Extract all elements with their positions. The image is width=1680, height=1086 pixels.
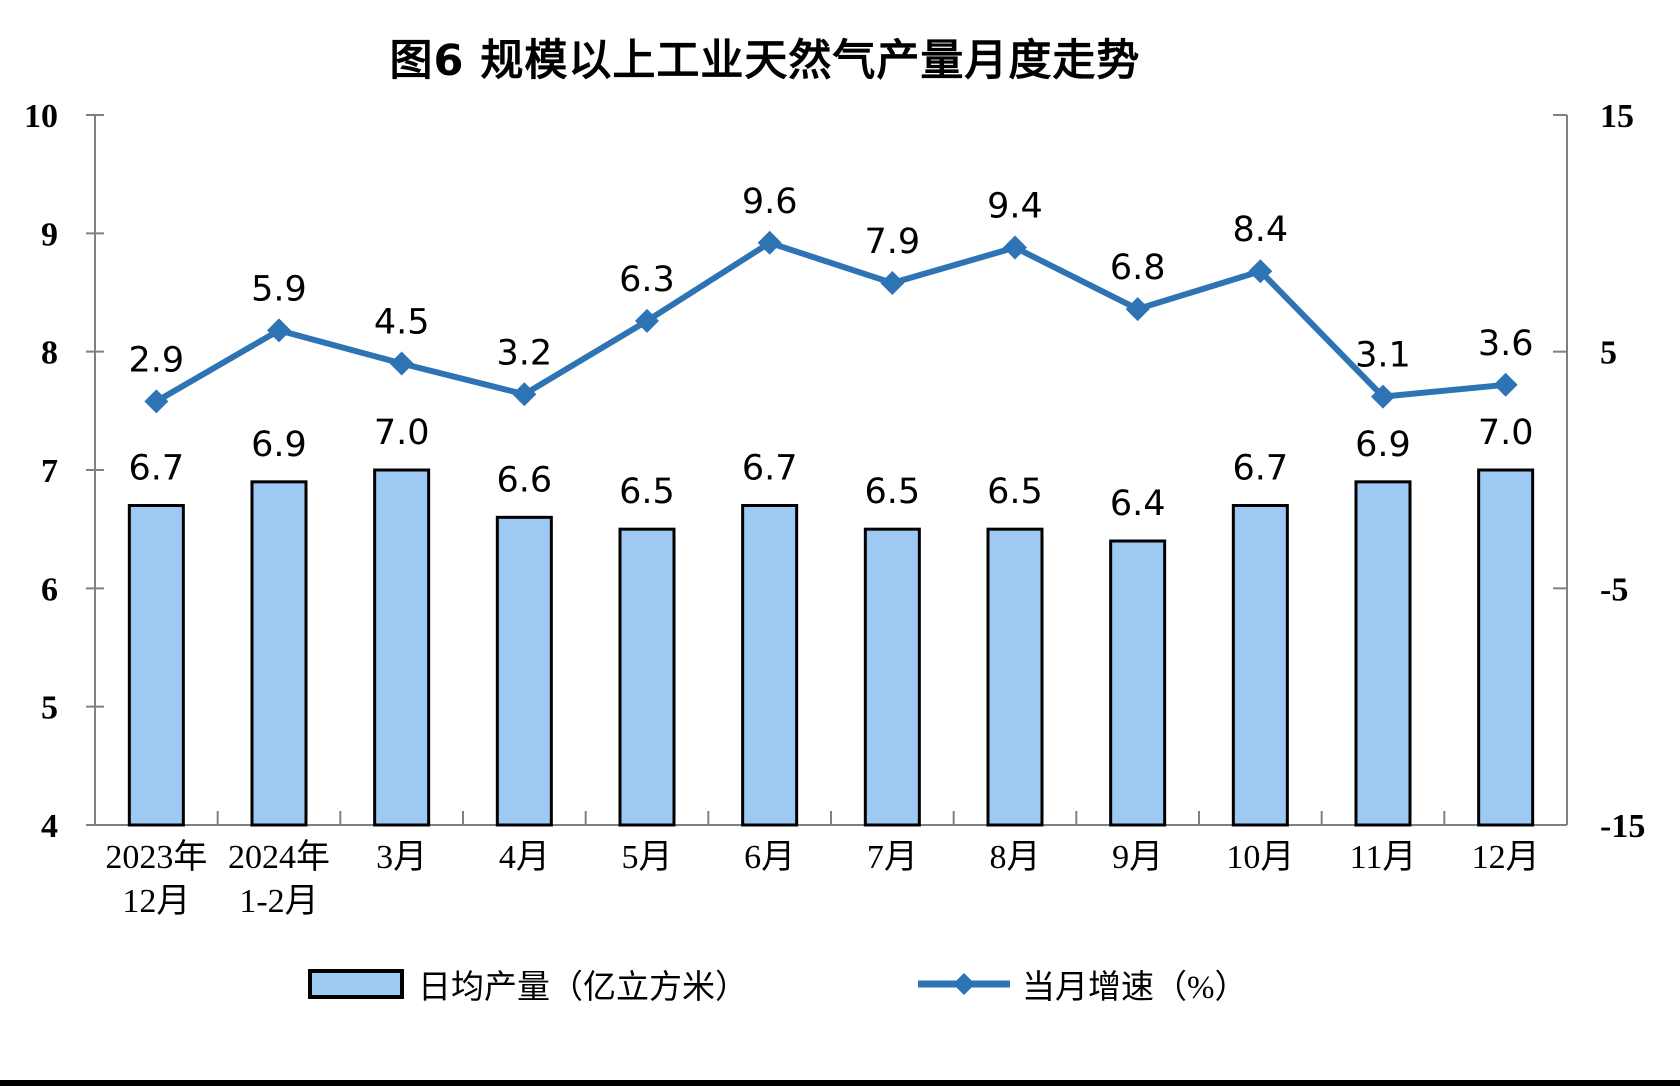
- line-marker-icon: [1248, 259, 1273, 284]
- line-data-label: 3.2: [496, 333, 552, 373]
- category-label: 10月: [1226, 839, 1294, 876]
- bar-data-label: 6.4: [1110, 484, 1166, 524]
- legend-item-bars: 日均产量（亿立方米）: [308, 960, 748, 1008]
- line-data-label: 6.3: [619, 260, 675, 300]
- bar: [1109, 539, 1167, 827]
- bar-data-label: 7.0: [1478, 413, 1534, 453]
- category-label: 2024年 1-2月: [228, 838, 330, 920]
- bar-data-label: 6.9: [251, 425, 307, 465]
- bar-data-label: 6.5: [987, 472, 1043, 512]
- category-label: 7月: [867, 839, 918, 876]
- line-data-label: 4.5: [374, 303, 430, 343]
- right-axis-tick-label: -5: [1600, 571, 1628, 608]
- left-axis-tick-label: 10: [24, 98, 58, 135]
- bar-data-label: 7.0: [374, 413, 430, 453]
- line-marker-icon: [144, 389, 169, 414]
- line-marker-icon: [389, 351, 414, 376]
- line-data-label: 8.4: [1232, 210, 1288, 250]
- right-axis-tick-label: 15: [1600, 98, 1634, 135]
- bar: [1354, 480, 1412, 827]
- line-data-label: 5.9: [251, 269, 307, 309]
- category-label: 3月: [376, 839, 427, 876]
- left-axis-tick-label: 7: [41, 453, 58, 490]
- line-marker-icon: [1371, 384, 1395, 409]
- category-label: 11月: [1350, 839, 1417, 876]
- category-label: 8月: [990, 839, 1041, 876]
- bar-data-label: 6.6: [496, 460, 552, 500]
- bar: [863, 527, 921, 827]
- line-marker-icon: [267, 318, 291, 343]
- line-marker-icon: [1003, 235, 1027, 260]
- legend-bar-label: 日均产量（亿立方米）: [418, 970, 748, 1006]
- line-marker-icon: [1493, 372, 1518, 397]
- legend-item-line: 当月增速（%）: [916, 960, 1248, 1008]
- category-label: 2023年 12月: [105, 838, 207, 920]
- line-marker-icon: [635, 308, 659, 333]
- left-axis-tick-label: 4: [41, 808, 58, 845]
- line-marker-icon: [757, 230, 782, 255]
- bar: [741, 504, 799, 827]
- right-axis-tick-label: 5: [1600, 335, 1617, 372]
- bar: [250, 480, 308, 827]
- legend: 日均产量（亿立方米） 当月增速（%）: [308, 960, 1248, 1008]
- bar: [986, 527, 1044, 827]
- bar: [1231, 504, 1289, 827]
- left-axis-tick-label: 6: [41, 571, 58, 608]
- line-data-label: 6.8: [1110, 248, 1166, 288]
- line-data-label: 2.9: [128, 340, 184, 380]
- legend-line-label: 当月增速（%）: [1022, 970, 1248, 1006]
- bar: [618, 527, 676, 827]
- left-axis-tick-label: 8: [41, 335, 58, 372]
- line-data-label: 3.1: [1355, 336, 1411, 376]
- line-data-label: 3.6: [1478, 324, 1534, 364]
- bar-data-label: 6.9: [1355, 425, 1411, 465]
- bar-data-label: 6.7: [128, 449, 184, 489]
- line-data-label: 9.4: [987, 187, 1043, 227]
- category-label: 5月: [622, 839, 673, 876]
- line-marker-icon: [880, 271, 905, 296]
- line-marker-icon: [512, 382, 537, 407]
- growth-line: [153, 239, 1509, 405]
- line-marker-icon: [1125, 297, 1150, 322]
- line-data-label: 7.9: [864, 222, 920, 262]
- bar: [1477, 468, 1535, 827]
- bar-data-label: 6.7: [1232, 449, 1288, 489]
- bar-data-label: 6.5: [864, 472, 920, 512]
- line-data-label: 9.6: [742, 182, 798, 222]
- bar: [127, 504, 185, 827]
- bar: [373, 468, 431, 827]
- legend-bar-swatch-icon: [308, 969, 404, 999]
- category-label: 9月: [1112, 839, 1163, 876]
- left-axis-tick-label: 9: [41, 216, 58, 253]
- bar-data-label: 6.7: [742, 449, 798, 489]
- bottom-border: [0, 1080, 1680, 1086]
- bar: [495, 515, 553, 827]
- category-label: 4月: [499, 839, 550, 876]
- bar-data-label: 6.5: [619, 472, 675, 512]
- right-axis-tick-label: -15: [1600, 808, 1645, 845]
- left-axis-tick-label: 5: [41, 690, 58, 727]
- legend-line-swatch-icon: [918, 973, 1010, 995]
- category-label: 6月: [744, 839, 795, 876]
- chart-title: 图6 规模以上工业天然气产量月度走势: [389, 36, 1141, 86]
- category-label: 12月: [1472, 839, 1540, 876]
